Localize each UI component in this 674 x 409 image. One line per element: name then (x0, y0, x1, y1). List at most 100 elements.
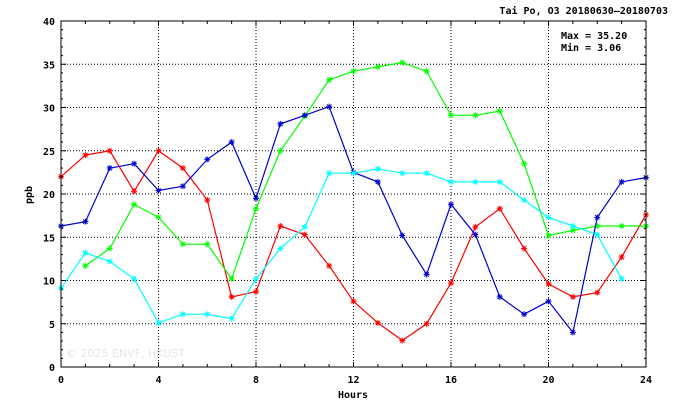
data-point (594, 289, 601, 296)
y-tick-label: 10 (43, 277, 55, 288)
y-tick-label: 35 (43, 60, 55, 71)
data-point (374, 319, 381, 326)
data-point (228, 275, 235, 282)
data-point (253, 275, 259, 282)
data-point (228, 139, 235, 146)
x-tick-label: 24 (640, 375, 652, 386)
series-4 (58, 165, 625, 326)
data-point (301, 223, 308, 230)
data-point (253, 288, 259, 295)
data-point (228, 293, 235, 300)
chart-title: Tai Po, O3 20180630—20180703 (499, 5, 668, 17)
data-point (545, 232, 552, 239)
axis-ticks: 0 4 8 12 16 20 24 0 5 10 15 20 25 30 35 40 (43, 17, 652, 386)
data-point (253, 195, 259, 202)
data-point (448, 280, 454, 287)
data-point (545, 214, 552, 221)
data-point (350, 68, 357, 75)
max-label: Max = 35.20 (561, 31, 627, 42)
data-point (569, 223, 576, 230)
data-point (496, 107, 503, 114)
data-point (521, 245, 528, 252)
data-point (277, 223, 284, 230)
data-point (277, 245, 284, 252)
data-point (82, 218, 89, 225)
y-tick-label: 30 (43, 104, 55, 115)
data-point (496, 205, 503, 212)
y-axis-label: ppb (24, 186, 35, 204)
x-axis-label: Hours (338, 390, 368, 401)
y-tick-label: 40 (43, 17, 55, 28)
data-point (496, 293, 503, 300)
data-point (521, 197, 528, 204)
x-tick-label: 20 (542, 375, 554, 386)
data-point (594, 231, 601, 238)
data-point (106, 165, 113, 172)
data-point (399, 232, 406, 239)
data-point (423, 170, 430, 177)
y-tick-label: 25 (43, 147, 55, 158)
data-point (204, 197, 211, 204)
min-label: Min = 3.06 (561, 42, 621, 54)
data-point (277, 147, 284, 154)
data-point (472, 223, 479, 230)
data-point (423, 68, 430, 75)
series-line (60, 168, 623, 324)
data-point (448, 201, 454, 208)
data-point (204, 241, 211, 248)
data-point (569, 293, 576, 300)
data-point (106, 147, 113, 154)
data-point (204, 156, 211, 163)
data-point (569, 329, 576, 336)
data-point (301, 112, 308, 119)
data-point (374, 165, 381, 172)
series-layer (58, 59, 649, 344)
data-point (521, 311, 528, 318)
data-point (472, 178, 479, 185)
x-tick-label: 12 (347, 375, 359, 386)
data-point (326, 103, 333, 110)
data-point (179, 183, 186, 190)
data-point (228, 315, 235, 322)
data-point (618, 254, 625, 261)
data-point (472, 231, 479, 238)
data-point (350, 170, 357, 177)
data-point (423, 320, 430, 327)
data-point (448, 178, 454, 185)
data-point (423, 271, 430, 278)
data-point (399, 59, 406, 66)
data-point (399, 170, 406, 177)
x-tick-label: 16 (445, 375, 457, 386)
y-tick-label: 15 (43, 233, 55, 244)
data-point (496, 178, 503, 185)
data-point (106, 245, 113, 252)
data-point (155, 319, 162, 326)
data-point (618, 275, 625, 282)
data-point (594, 223, 601, 230)
data-point (82, 152, 89, 159)
y-tick-label: 0 (49, 363, 55, 374)
data-point (155, 147, 162, 154)
grid (61, 21, 646, 367)
data-point (301, 231, 308, 238)
data-point (618, 178, 625, 185)
y-tick-label: 5 (49, 320, 55, 331)
data-point (131, 201, 138, 208)
data-point (326, 170, 333, 177)
data-point (155, 214, 162, 221)
series-line (85, 61, 646, 281)
y-tick-label: 20 (43, 190, 55, 201)
data-point (253, 205, 259, 212)
data-point (594, 214, 601, 221)
data-point (399, 337, 406, 344)
data-point (350, 298, 357, 305)
x-tick-label: 4 (155, 375, 161, 386)
data-point (545, 280, 552, 287)
watermark: © 2025 ENVF, HKUST (66, 347, 185, 360)
data-point (618, 223, 625, 230)
data-point (326, 262, 333, 269)
data-point (179, 311, 186, 318)
data-point (131, 188, 138, 195)
data-point (374, 63, 381, 70)
